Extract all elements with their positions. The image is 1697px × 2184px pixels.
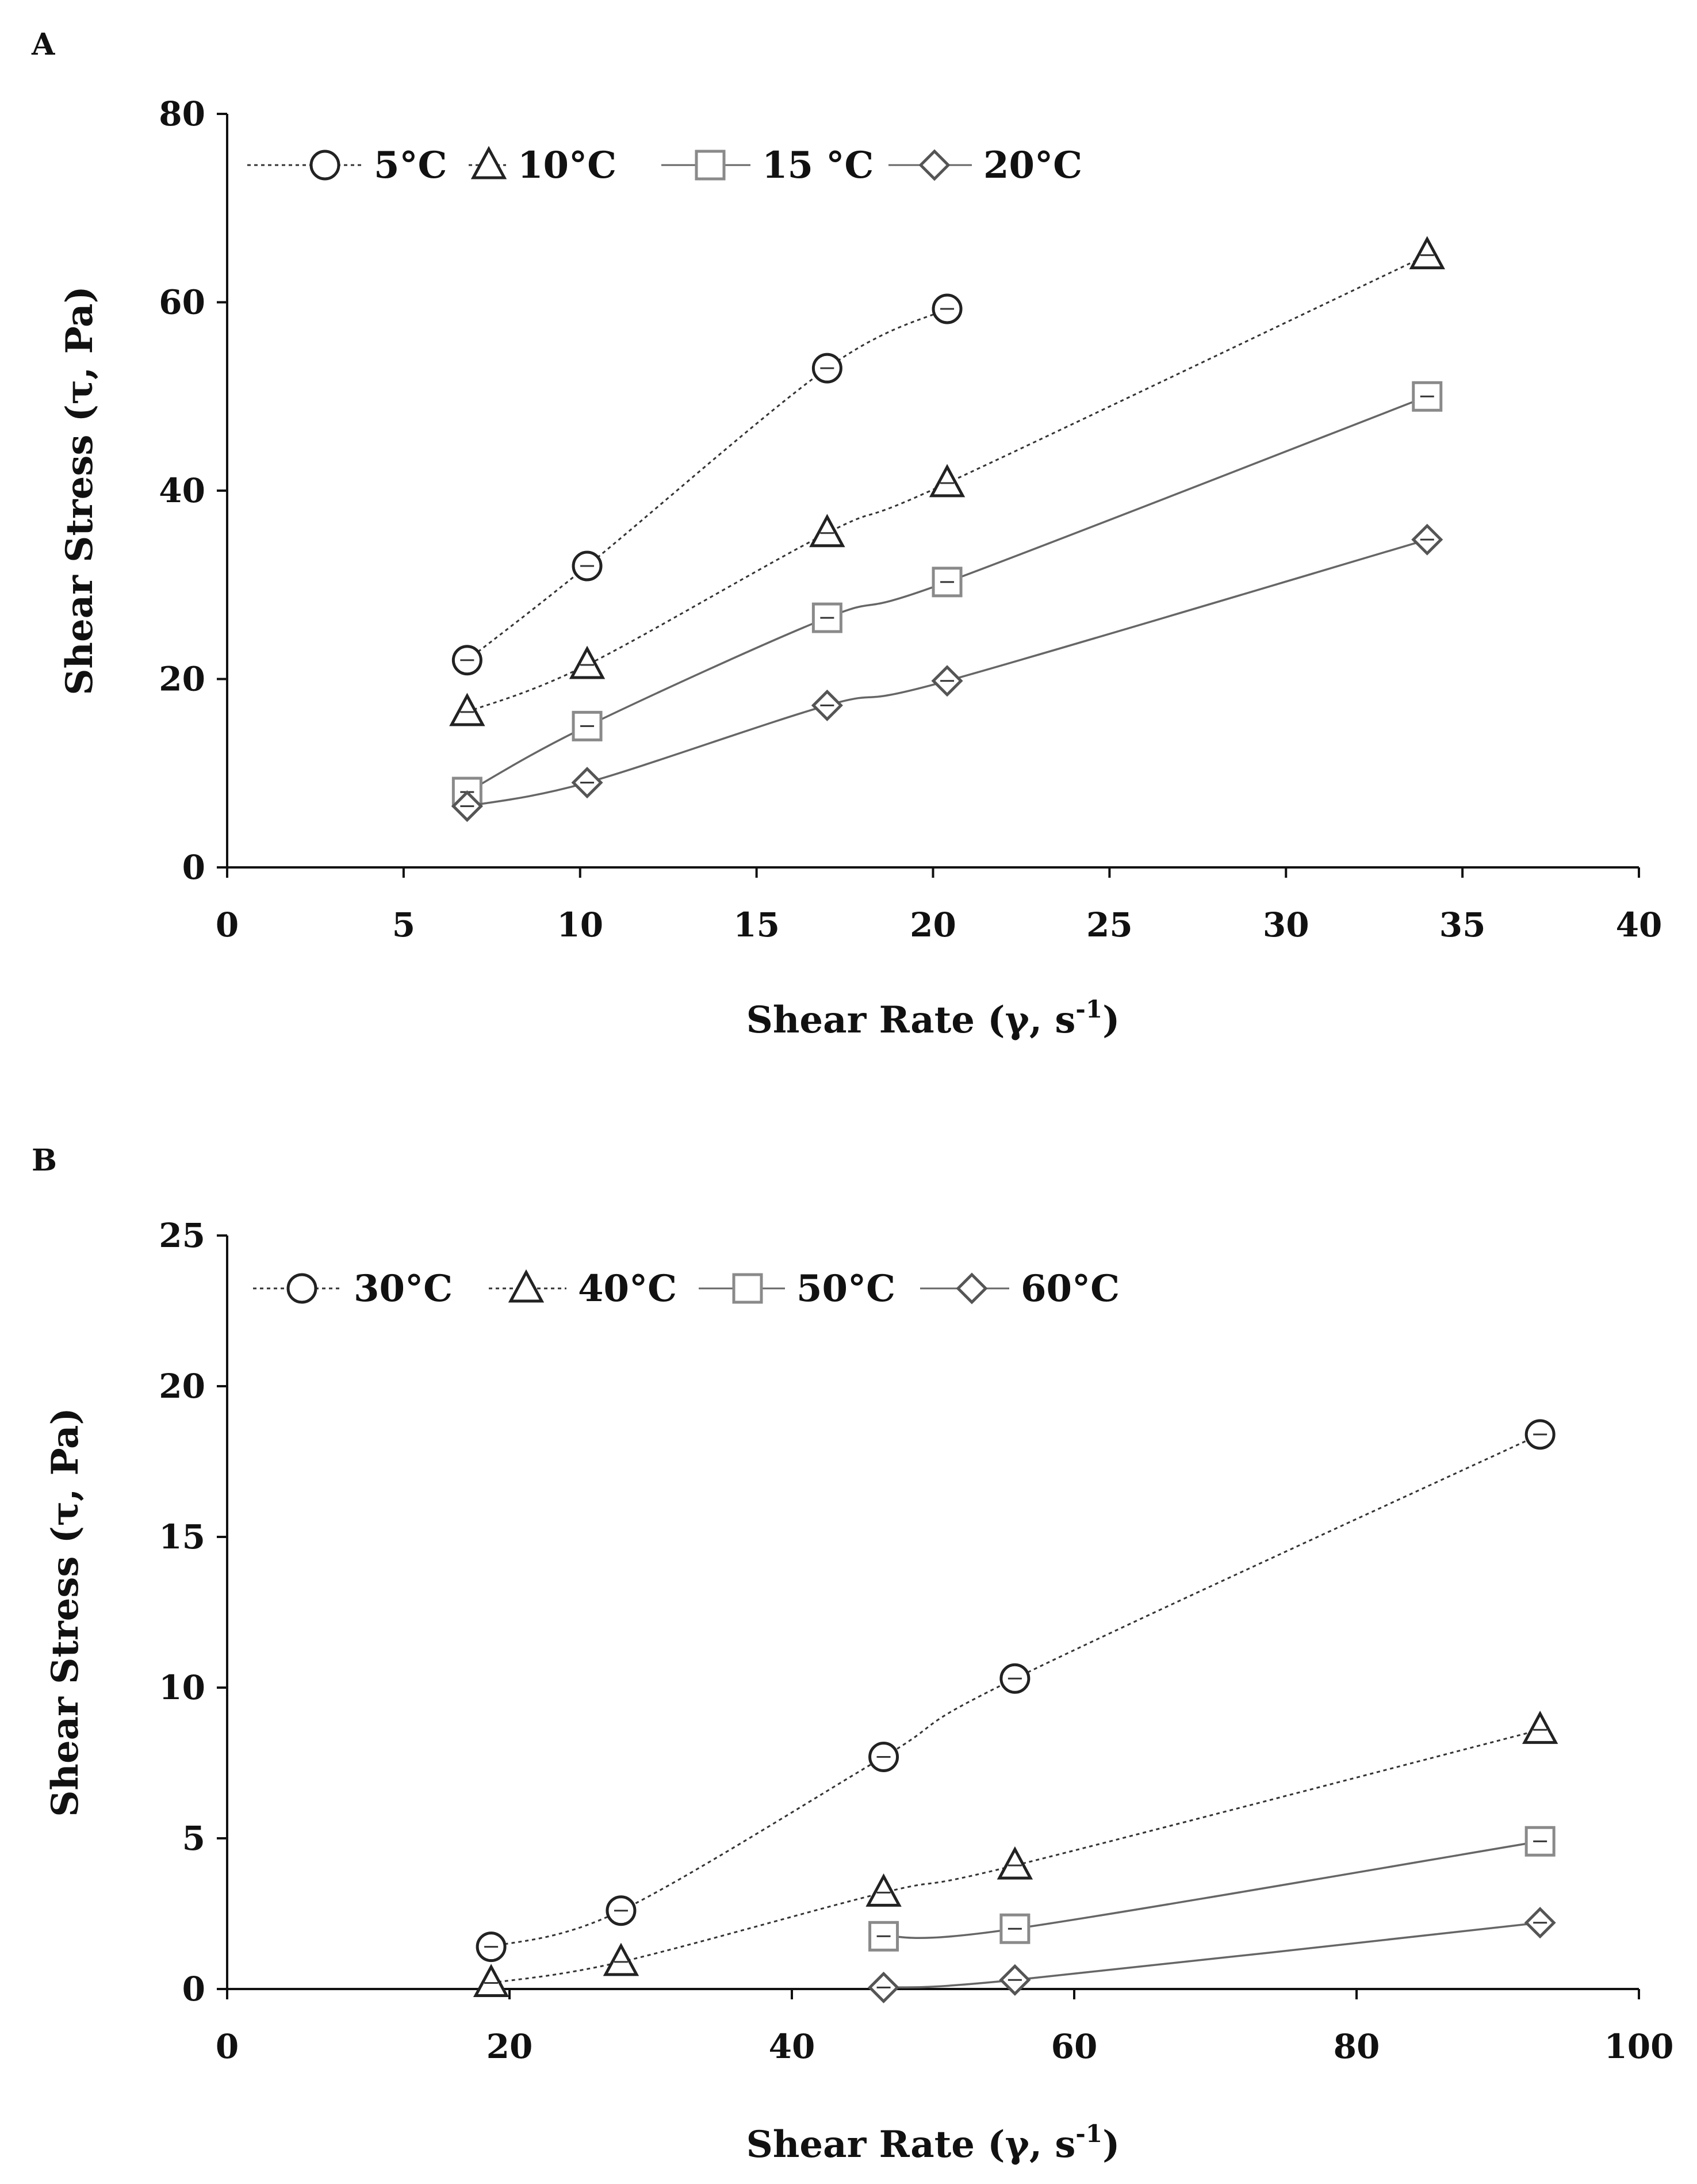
x-tick-label: 40 (769, 2027, 815, 2066)
panel-a: A 0 20 40 60 80 0 5 10 15 20 25 30 35 40 Shear Stress (… (31, 27, 1662, 1042)
x-tick-label: 100 (1604, 2027, 1673, 2066)
data-point (997, 1846, 1033, 1880)
data-point (1524, 1826, 1556, 1857)
legend-label: 60°C (1021, 1267, 1120, 1310)
series-line (883, 1840, 1541, 1939)
data-point (929, 464, 966, 498)
legend-marker (732, 1273, 763, 1304)
legend-marker (309, 150, 340, 181)
legend-marker (695, 150, 726, 181)
series-4 (451, 523, 1443, 823)
x-axis-title: Shear Rate (γ, s-1) (746, 995, 1120, 1042)
y-tick-label: 80 (159, 94, 205, 133)
legend-marker (286, 1273, 317, 1304)
x-tick-label: 20 (910, 905, 956, 944)
y-tick-label: 0 (182, 848, 205, 887)
x-tick-label: 40 (1616, 905, 1662, 944)
legend-marker (470, 146, 507, 179)
panel-label: A (31, 27, 55, 62)
legend-marker (508, 1269, 545, 1303)
series-line (883, 1921, 1541, 1989)
x-tick-label: 5 (392, 905, 415, 944)
legend-label: 15 °C (762, 144, 874, 187)
x-tick-label: 30 (1263, 905, 1309, 944)
data-point (1409, 236, 1445, 270)
legend-item: 60°C (920, 1267, 1120, 1310)
legend-marker (956, 1272, 988, 1305)
y-tick-label: 5 (182, 1819, 205, 1858)
legend-item: 5°C (247, 144, 447, 187)
legend: 5°C 10°C 15 °C 20°C (247, 144, 1082, 187)
x-tick-label: 15 (733, 905, 780, 944)
series-2 (449, 236, 1445, 726)
legend-label: 40°C (578, 1267, 677, 1310)
legend-label: 50°C (796, 1267, 895, 1310)
data-point (809, 514, 845, 548)
x-tick-label: 60 (1051, 2027, 1098, 2066)
x-tick-label: 35 (1439, 905, 1486, 944)
legend-item: 10°C (469, 144, 616, 187)
x-tick-label: 10 (557, 905, 603, 944)
legend-marker (918, 149, 951, 181)
legend-item: 15 °C (661, 144, 874, 187)
panel-b: B 0 5 10 15 20 25 0 20 40 60 80 100 Shear Stress (τ, … (32, 1143, 1674, 2166)
legend-label: 5°C (374, 144, 447, 187)
series-line (466, 308, 948, 661)
series-line (491, 1728, 1541, 1984)
series-3 (451, 381, 1443, 808)
x-tick-label: 80 (1334, 2027, 1380, 2066)
legend-label: 20°C (983, 144, 1082, 187)
data-point (569, 645, 606, 679)
legend-label: 30°C (354, 1267, 453, 1310)
y-tick-label: 20 (159, 1367, 205, 1406)
x-axis-title: Shear Rate (γ, s-1) (746, 2120, 1120, 2166)
legend-item: 50°C (699, 1267, 895, 1310)
series-4 (868, 1907, 1556, 2003)
series-3 (868, 1826, 1556, 1952)
series-1 (476, 1419, 1556, 1963)
legend-item: 40°C (489, 1267, 677, 1310)
x-tick-label: 25 (1086, 905, 1133, 944)
y-tick-label: 20 (159, 660, 205, 699)
y-axis-title: Shear Stress (τ, Pa) (44, 1407, 87, 1817)
legend-item: 20°C (888, 144, 1082, 187)
data-point (603, 1942, 639, 1976)
legend-label: 10°C (518, 144, 616, 187)
x-tick-label: 0 (216, 2027, 239, 2066)
series-2 (473, 1711, 1558, 1998)
y-tick-label: 15 (159, 1517, 205, 1556)
y-tick-label: 0 (182, 1969, 205, 2009)
data-point (1522, 1711, 1558, 1744)
data-point (449, 693, 485, 726)
legend: 30°C 40°C 50°C 60°C (253, 1267, 1120, 1310)
legend-item: 30°C (253, 1267, 453, 1310)
x-tick-label: 20 (487, 2027, 533, 2066)
data-point (999, 1913, 1031, 1944)
y-tick-label: 40 (159, 471, 205, 510)
data-point (473, 1964, 510, 1998)
data-point (865, 1873, 902, 1907)
y-tick-label: 25 (159, 1216, 205, 1255)
series-1 (451, 293, 963, 676)
y-tick-label: 10 (159, 1668, 205, 1707)
x-tick-label: 0 (216, 905, 239, 944)
y-axis-title: Shear Stress (τ, Pa) (58, 286, 101, 695)
y-tick-label: 60 (159, 283, 205, 322)
panel-label: B (32, 1143, 57, 1178)
